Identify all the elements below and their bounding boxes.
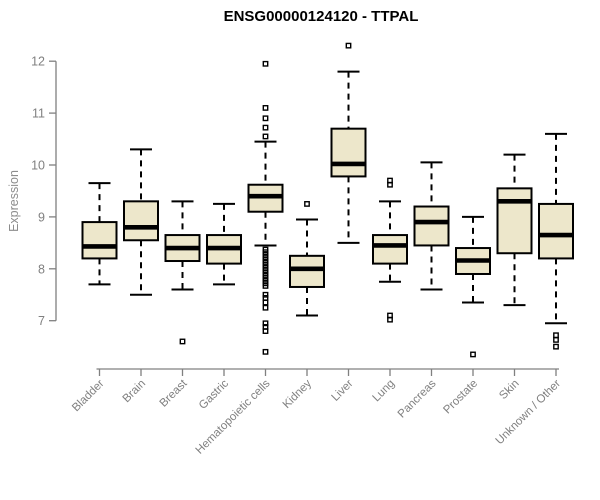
box	[496, 187, 533, 255]
outlier-point	[304, 201, 310, 207]
x-category-label: Bladder	[70, 378, 107, 415]
y-tick-label: 9	[38, 210, 45, 224]
box	[123, 200, 159, 242]
x-category-label: Skin	[497, 378, 521, 402]
chart-title: ENSG00000124120 - TTPAL	[223, 8, 419, 25]
x-category-label: Gastric	[197, 377, 231, 411]
x-category-label: Prostate	[441, 378, 480, 417]
x-category-label: Lung	[371, 378, 398, 405]
outlier-point	[262, 60, 269, 67]
x-category-label: Brain	[121, 378, 148, 405]
box	[413, 205, 450, 247]
x-category-label: Kidney	[281, 377, 315, 411]
x-category-label: Breast	[158, 377, 191, 410]
box	[538, 202, 574, 260]
outlier-point	[179, 338, 186, 345]
x-category-label: Liver	[330, 378, 356, 404]
x-category-label: Pancreas	[396, 377, 439, 420]
outlier-point	[553, 343, 559, 350]
outlier-point	[262, 299, 269, 306]
box	[81, 221, 118, 260]
box	[372, 234, 408, 265]
outlier-point	[387, 181, 393, 188]
outlier-point	[262, 291, 269, 298]
outlier-point	[262, 304, 269, 311]
outlier-point	[553, 337, 559, 343]
outlier-point	[553, 332, 559, 339]
outlier-point	[262, 320, 269, 327]
outlier-point	[262, 348, 269, 355]
x-category-label: Hematopoietic cells	[194, 377, 273, 456]
y-tick-label: 7	[38, 314, 45, 328]
outlier-point	[345, 42, 352, 49]
y-tick-label: 11	[32, 107, 45, 121]
y-tick-label: 12	[31, 55, 45, 69]
box	[330, 127, 367, 178]
outlier-point	[262, 124, 269, 131]
outlier-point	[262, 115, 269, 122]
outlier-point	[262, 283, 269, 289]
outlier-point	[262, 294, 269, 301]
outlier-point	[262, 328, 269, 334]
box	[289, 254, 325, 288]
outlier-point	[262, 105, 269, 111]
outlier-point	[387, 316, 393, 323]
outlier-point	[470, 351, 476, 358]
y-tick-label: 10	[31, 159, 45, 173]
y-tick-label: 8	[38, 262, 45, 276]
outlier-point	[262, 133, 269, 140]
